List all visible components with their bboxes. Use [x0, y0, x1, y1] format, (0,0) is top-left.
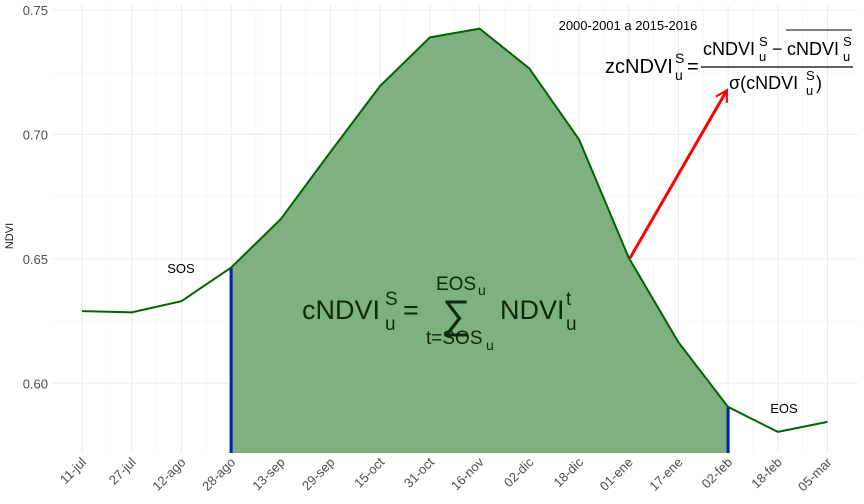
- formula-term-sup: t: [566, 289, 572, 310]
- x-tick-label: 18-dic: [550, 454, 586, 490]
- x-tick-label: 16-nov: [448, 454, 487, 493]
- formula-z-minus: −: [772, 39, 783, 59]
- formula-z-num-sup2: S: [843, 34, 852, 49]
- formula-cndvi: cNDVI S u = EOS u ∑ t=SOS u NDVI t u: [302, 274, 577, 353]
- arrow: [628, 88, 729, 259]
- y-tick-label: 0.60: [23, 376, 48, 391]
- formula-z-num-sub2: u: [843, 49, 850, 64]
- formula-term-sub: u: [566, 314, 577, 335]
- x-tick-label: 29-sep: [299, 455, 338, 494]
- x-tick-label: 02-feb: [699, 455, 736, 492]
- formula-zcndvi: zcNDVI S u = cNDVI S u − cNDVI S u σ(cND…: [605, 29, 853, 98]
- formula-lhs-sup: S: [385, 289, 398, 310]
- y-axis-label: NDVI: [4, 223, 16, 249]
- formula-sum-top-base: EOS: [436, 274, 476, 295]
- sos-label: SOS: [167, 261, 195, 276]
- formula-sum-bottom-base: t=SOS: [426, 328, 483, 349]
- formula-z-num-base2: cNDVI: [787, 39, 839, 59]
- y-axis-ticks: 0.60 0.65 0.70 0.75: [23, 3, 48, 391]
- x-tick-label: 02-dic: [501, 454, 537, 490]
- formula-z-num-base1: cNDVI: [703, 39, 755, 59]
- formula-z-den-close: ): [816, 73, 822, 93]
- formula-z-num-sup1: S: [759, 34, 768, 49]
- x-tick-label: 01-ene: [597, 455, 636, 494]
- y-tick-label: 0.65: [23, 252, 48, 267]
- formula-z-den-sup: S: [806, 68, 815, 83]
- x-tick-label: 27-jul: [106, 454, 139, 487]
- y-tick-label: 0.75: [23, 3, 48, 18]
- formula-sum-top-sub: u: [478, 282, 486, 298]
- formula-lhs-base: cNDVI: [302, 295, 380, 325]
- x-tick-label: 17-ene: [646, 455, 685, 494]
- x-tick-label: 12-ago: [149, 455, 188, 494]
- x-tick-label: 31-oct: [401, 454, 437, 490]
- accumulated-area: [229, 28, 730, 454]
- formula-z-lhs-sub: u: [675, 67, 683, 83]
- x-tick-label: 18-feb: [748, 455, 785, 492]
- x-tick-label: 11-jul: [57, 454, 89, 486]
- x-tick-label: 13-sep: [249, 455, 288, 494]
- y-tick-label: 0.70: [23, 127, 48, 142]
- x-tick-label: 15-oct: [351, 454, 387, 490]
- formula-z-den-sub: u: [806, 83, 813, 98]
- x-tick-label: 28-ago: [199, 455, 238, 494]
- ndvi-line: [81, 27, 828, 433]
- formula-z-den-open: σ(cNDVI: [729, 73, 798, 93]
- x-tick-label: 05-mar: [795, 454, 835, 494]
- period-label: 2000-2001 a 2015-2016: [559, 18, 698, 33]
- formula-z-lhs-sup: S: [675, 50, 684, 66]
- x-axis-ticks: 11-jul 27-jul 12-ago 28-ago 13-sep 29-sep 15-o…: [57, 454, 835, 494]
- formula-sum-bottom-sub: u: [486, 337, 494, 353]
- formula-equals: =: [403, 295, 419, 325]
- formula-z-num-sub1: u: [759, 49, 766, 64]
- formula-term-base: NDVI: [500, 295, 565, 325]
- formula-z-equals: =: [687, 56, 699, 78]
- formula-lhs-sub: u: [385, 314, 396, 335]
- area-fill: [231, 28, 729, 454]
- formula-sigma: ∑: [442, 293, 471, 337]
- eos-label: EOS: [770, 401, 798, 416]
- formula-z-lhs-base: zcNDVI: [605, 56, 673, 78]
- ndvi-series: [81, 27, 828, 433]
